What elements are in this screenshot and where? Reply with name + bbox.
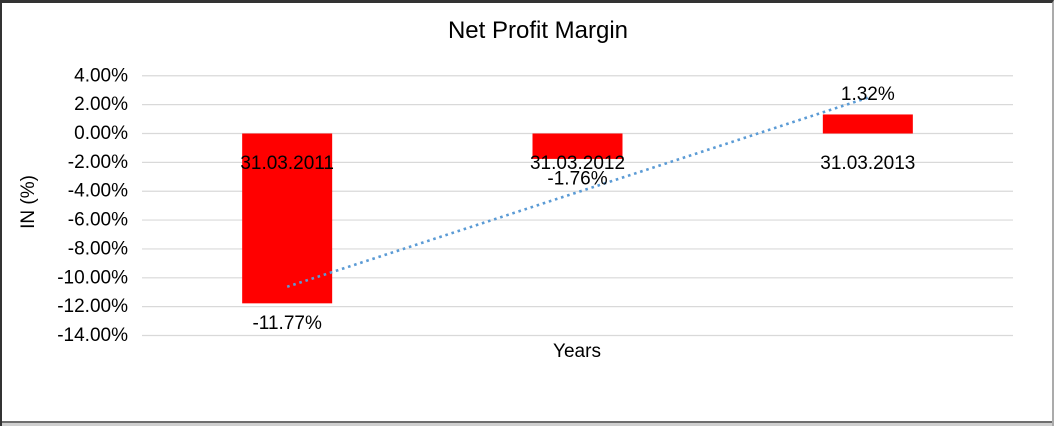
value-label: 1.32% xyxy=(841,84,895,105)
chart-title: Net Profit Margin xyxy=(447,17,629,44)
y-tick-label: -14.00% xyxy=(57,325,128,346)
bar-31.03.2011 xyxy=(242,133,333,304)
bar-31.03.2012 xyxy=(532,133,623,159)
plot-area: 4.00% 2.00% 0.00% -2.00% -4.00% -6.00% -8.00% -… xyxy=(57,65,1013,346)
y-tick-label: -4.00% xyxy=(68,181,128,202)
y-tick-label: -2.00% xyxy=(68,152,128,173)
y-tick-label: -10.00% xyxy=(57,267,128,288)
value-label: -1.76% xyxy=(547,168,607,189)
trendline xyxy=(286,96,869,288)
category-label: 31.03.2012 xyxy=(530,153,625,174)
category-label: 31.03.2013 xyxy=(820,153,915,174)
y-tick-label: 0.00% xyxy=(74,123,128,144)
category-label: 31.03.2011 xyxy=(240,153,334,174)
y-tick-label: 4.00% xyxy=(74,65,128,86)
y-axis-title: IN (%) xyxy=(18,175,39,229)
frame-bottom-strip xyxy=(2,423,1052,426)
x-axis-title: Years xyxy=(553,341,601,362)
y-tick-label: 2.00% xyxy=(74,94,128,115)
y-tick-label: -12.00% xyxy=(57,296,128,317)
value-label: -11.77% xyxy=(252,313,321,334)
bar-31.03.2013 xyxy=(822,114,913,134)
frame-bottom-edge xyxy=(2,421,1052,423)
y-tick-label: -6.00% xyxy=(68,210,128,231)
y-tick-label: -8.00% xyxy=(68,238,128,259)
